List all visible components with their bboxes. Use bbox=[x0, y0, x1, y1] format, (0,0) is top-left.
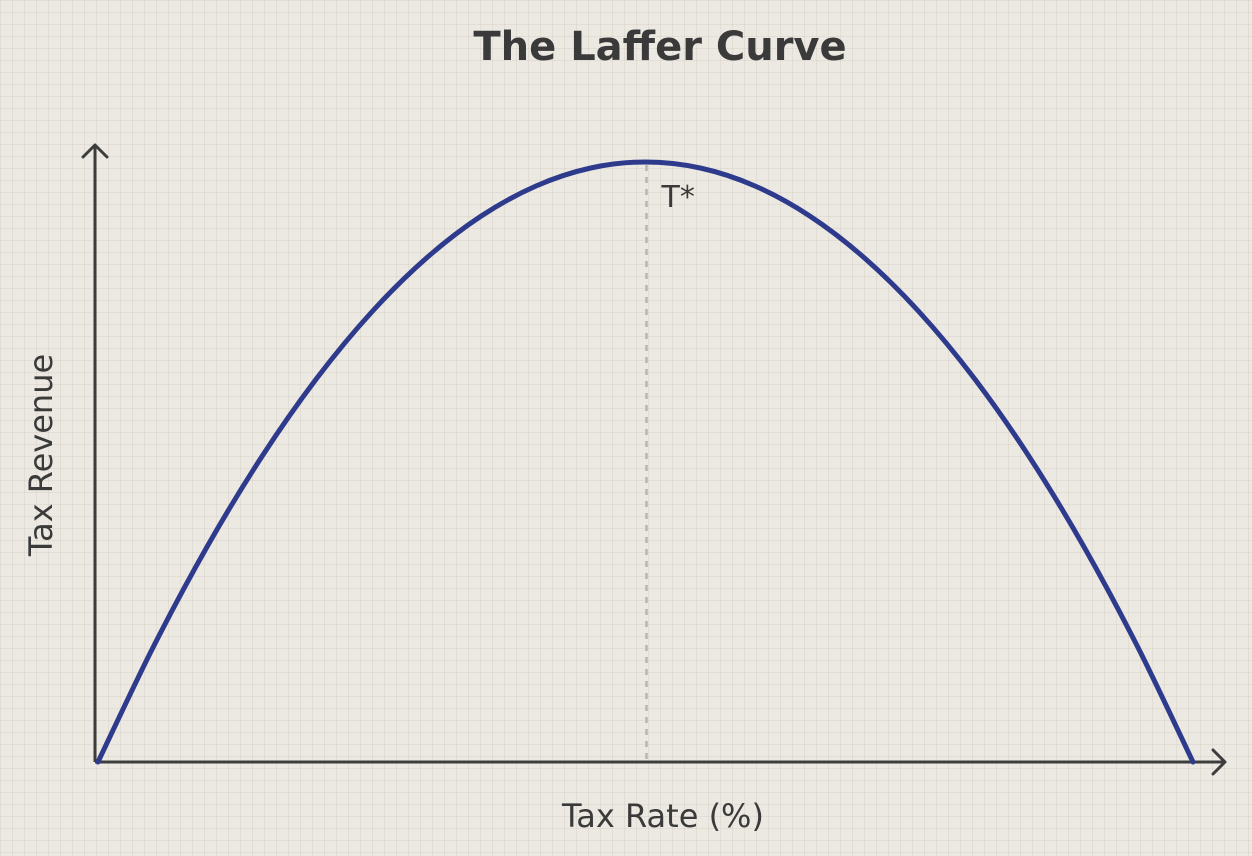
x-axis-label: Tax Rate (%) bbox=[561, 797, 764, 835]
series-point-8 bbox=[533, 183, 539, 189]
series-point-13 bbox=[807, 213, 813, 219]
series-point-15 bbox=[916, 309, 922, 315]
series-point-7 bbox=[478, 213, 484, 219]
y-axis-arrowhead bbox=[81, 143, 109, 159]
series-point-11 bbox=[697, 165, 703, 171]
x-axis-arrowhead bbox=[1211, 748, 1227, 776]
series-point-9 bbox=[588, 165, 594, 171]
series-point-5 bbox=[369, 309, 375, 315]
series-point-20 bbox=[1190, 759, 1196, 765]
series-point-6 bbox=[424, 255, 430, 261]
series-point-19 bbox=[1135, 645, 1141, 651]
optimal-rate-label: T* bbox=[661, 180, 695, 215]
series-point-10 bbox=[643, 159, 649, 165]
series-point-12 bbox=[752, 183, 758, 189]
chart-title: The Laffer Curve bbox=[473, 24, 846, 70]
series-line bbox=[95, 159, 1196, 765]
y-axis-label: Tax Revenue bbox=[22, 354, 60, 557]
series-point-1 bbox=[150, 645, 156, 651]
series-point-3 bbox=[259, 453, 265, 459]
series-point-2 bbox=[205, 543, 211, 549]
series-point-18 bbox=[1081, 543, 1087, 549]
series-point-17 bbox=[1026, 453, 1032, 459]
series-point-0 bbox=[95, 759, 101, 765]
series-point-14 bbox=[862, 255, 868, 261]
series-point-4 bbox=[314, 375, 320, 381]
series-point-16 bbox=[971, 375, 977, 381]
